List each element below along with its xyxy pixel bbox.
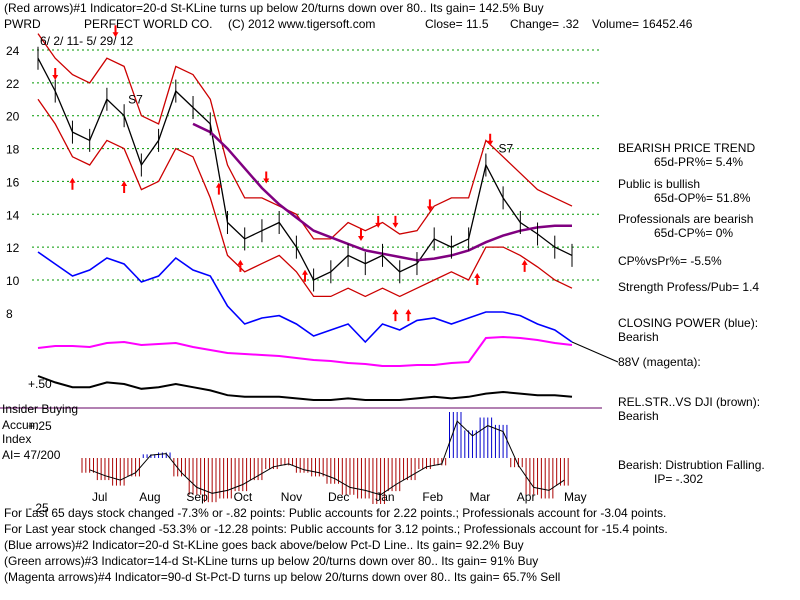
- x-tick-label: Feb: [422, 490, 443, 504]
- x-tick-label: Sep: [186, 490, 208, 504]
- footer-indicator-4: (Magenta arrows)#4 Indicator=90-d St-Pct…: [4, 570, 561, 584]
- header-indicator-1: (Red arrows)#1 Indicator=20-d St-KLine t…: [4, 1, 544, 15]
- date-range: 6/ 2/ 11- 5/ 29/ 12: [40, 34, 134, 48]
- x-tick-label: Dec: [328, 490, 349, 504]
- closing-power-title: CLOSING POWER (blue):: [618, 316, 759, 330]
- price-trend-title: BEARISH PRICE TREND: [618, 141, 756, 155]
- x-tick-label: Nov: [281, 490, 302, 504]
- x-tick-label: Aug: [139, 490, 160, 504]
- red-up-arrow: [121, 181, 128, 193]
- footer-year: For Last year stock changed -53.3% or -1…: [4, 522, 668, 536]
- red-up-arrow: [215, 182, 222, 195]
- accum-tick-label: +.25: [28, 419, 52, 433]
- red-down-arrow: [112, 25, 119, 38]
- ticker: PWRD: [4, 17, 41, 31]
- red-up-arrow: [405, 309, 412, 322]
- closing-power-pointer: [571, 341, 619, 363]
- red-down-arrow: [426, 199, 433, 212]
- red-up-arrow: [237, 259, 244, 272]
- closing-power-state: Bearish: [618, 330, 659, 344]
- index-label: Index: [2, 432, 32, 446]
- copyright: (C) 2012 www.tigersoft.com: [228, 17, 376, 31]
- volume-value: Volume= 16452.46: [592, 17, 693, 31]
- red-up-arrow: [521, 259, 528, 272]
- ip-value: IP= -.302: [654, 472, 704, 486]
- red-down-arrow: [357, 229, 364, 241]
- distribution-status: Bearish: Distrubtion Falling.: [618, 458, 765, 472]
- rel-strength-title: REL.STR..VS DJI (brown):: [618, 395, 761, 409]
- y-tick-label: 22: [6, 77, 20, 91]
- public-status: Public is bullish: [618, 177, 701, 191]
- red-up-arrow: [392, 309, 399, 322]
- red-down-arrow: [52, 68, 59, 80]
- signal-annotation: S7: [498, 142, 513, 156]
- series-line-price: [37, 57, 573, 281]
- accum-ma-line: [89, 420, 565, 496]
- red-down-arrow: [375, 215, 382, 228]
- v88-line: [37, 335, 573, 367]
- cp-value: 65d-CP%= 0%: [654, 226, 734, 240]
- x-tick-label: May: [564, 490, 587, 504]
- insider-buying-label: Insider Buying: [2, 402, 79, 416]
- series-line-65-d-ma: [192, 122, 572, 262]
- rel-strength-state: Bearish: [618, 409, 659, 423]
- footer-indicator-3: (Green arrows)#3 Indicator=14-d St-KLine…: [4, 554, 539, 568]
- op-value: 65d-OP%= 51.8%: [654, 191, 751, 205]
- red-down-arrow: [487, 133, 494, 146]
- y-tick-label: 8: [6, 307, 13, 321]
- y-tick-label: 18: [6, 143, 20, 157]
- accum-label: Accum: [2, 418, 39, 432]
- pr-value: 65d-PR%= 5.4%: [654, 155, 744, 169]
- y-tick-label: 24: [6, 44, 20, 58]
- red-down-arrow: [263, 171, 270, 184]
- y-tick-label: 20: [6, 110, 20, 124]
- series-line-upper-band: [37, 33, 573, 240]
- rel-strength-line: [37, 375, 573, 401]
- x-tick-label: Apr: [517, 490, 536, 504]
- red-down-arrow: [392, 215, 399, 228]
- accum-tick-label: +.50: [28, 377, 52, 391]
- footer-indicator-2: (Blue arrows)#2 Indicator=20-d St-KLine …: [4, 538, 524, 552]
- x-tick-label: Jan: [375, 490, 394, 504]
- accum-tick-label: -.25: [28, 501, 49, 515]
- y-tick-label: 10: [6, 274, 20, 288]
- signal-annotation: S7: [128, 92, 143, 106]
- x-tick-label: Oct: [234, 490, 253, 504]
- ai-value: AI= 47/200: [2, 448, 61, 462]
- company-name: PERFECT WORLD CO.: [84, 17, 213, 31]
- closing-power-line: [37, 251, 573, 344]
- red-up-arrow: [474, 273, 481, 285]
- red-up-arrow: [69, 177, 76, 190]
- series-line-lower-band: [37, 98, 573, 298]
- x-tick-label: Mar: [470, 490, 491, 504]
- y-tick-label: 16: [6, 175, 20, 189]
- strength-ratio: Strength Profess/Pub= 1.4: [618, 280, 760, 294]
- red-up-arrow: [302, 269, 308, 282]
- close-value: Close= 11.5: [425, 17, 489, 31]
- y-tick-label: 12: [6, 241, 20, 255]
- cp-vs-pr: CP%vsPr%= -5.5%: [618, 254, 722, 268]
- y-tick-label: 14: [6, 208, 20, 222]
- x-tick-label: Jul: [92, 490, 107, 504]
- change-value: Change= .32: [510, 17, 580, 31]
- professionals-status: Professionals are bearish: [618, 212, 754, 226]
- footer-65-day: For Last 65 days stock changed -7.3% or …: [4, 506, 667, 520]
- v88-label: 88V (magenta):: [618, 355, 701, 369]
